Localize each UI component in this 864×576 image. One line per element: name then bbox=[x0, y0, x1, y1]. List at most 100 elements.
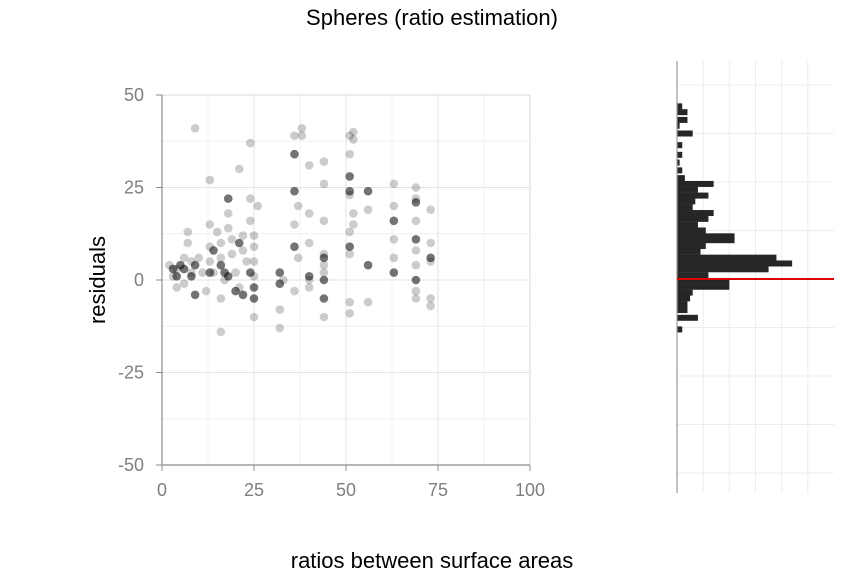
data-point bbox=[238, 246, 248, 255]
data-point bbox=[205, 257, 215, 266]
data-point bbox=[345, 309, 354, 318]
data-point bbox=[246, 138, 255, 148]
data-point bbox=[242, 257, 251, 266]
data-point bbox=[183, 227, 193, 237]
data-point bbox=[290, 131, 299, 140]
data-point bbox=[234, 238, 244, 248]
data-point bbox=[194, 253, 204, 263]
data-point bbox=[275, 268, 285, 277]
data-point bbox=[246, 194, 255, 203]
hist-bar bbox=[677, 198, 696, 205]
hist-bar bbox=[677, 233, 735, 240]
y-tick-label: 0 bbox=[134, 270, 144, 290]
data-point bbox=[290, 242, 299, 251]
data-point bbox=[345, 149, 354, 159]
y-tick-label: -25 bbox=[118, 363, 144, 383]
hist-bar bbox=[677, 109, 688, 116]
data-point bbox=[345, 242, 354, 251]
data-point bbox=[349, 209, 358, 218]
x-tick-label: 100 bbox=[515, 480, 545, 500]
histogram-bars bbox=[677, 103, 793, 333]
hist-bar bbox=[677, 266, 769, 273]
hist-bar bbox=[677, 116, 688, 123]
y-tick-label: 50 bbox=[124, 85, 144, 105]
data-point bbox=[363, 186, 373, 196]
hist-bar bbox=[677, 142, 683, 149]
data-point bbox=[190, 124, 200, 133]
data-point bbox=[426, 253, 435, 263]
hist-bar bbox=[677, 192, 709, 199]
data-point bbox=[249, 294, 259, 303]
data-point bbox=[426, 294, 435, 303]
data-point bbox=[290, 186, 299, 196]
data-point bbox=[319, 216, 329, 226]
data-point bbox=[290, 149, 299, 159]
data-point bbox=[426, 301, 435, 311]
y-tick-label: 25 bbox=[124, 178, 144, 198]
data-point bbox=[205, 175, 215, 185]
scatter-tick-labels: -50 -25 0 25 50 0 25 50 75 100 bbox=[118, 85, 545, 500]
data-point bbox=[290, 286, 299, 296]
data-point bbox=[297, 131, 307, 140]
data-point bbox=[209, 246, 218, 255]
data-point bbox=[216, 238, 226, 248]
chart-title: Spheres (ratio estimation) bbox=[306, 5, 558, 30]
scatter-axes bbox=[156, 94, 531, 471]
data-point bbox=[187, 272, 196, 281]
hist-bar bbox=[677, 277, 730, 284]
y-tick-label: -50 bbox=[118, 455, 144, 475]
data-point bbox=[304, 283, 314, 292]
data-point bbox=[246, 268, 255, 277]
data-point bbox=[297, 124, 307, 133]
data-point bbox=[231, 268, 240, 277]
data-point bbox=[411, 216, 421, 226]
data-point bbox=[363, 205, 373, 214]
data-point bbox=[345, 249, 354, 259]
data-point bbox=[389, 216, 399, 226]
residual-histogram bbox=[676, 61, 834, 493]
data-point bbox=[345, 186, 354, 196]
hist-bar bbox=[677, 295, 691, 302]
data-point bbox=[345, 131, 354, 140]
data-point bbox=[253, 201, 262, 211]
data-point bbox=[238, 231, 248, 240]
data-point bbox=[319, 275, 329, 285]
hist-bar bbox=[677, 272, 709, 279]
hist-bar bbox=[677, 130, 693, 137]
hist-bar bbox=[677, 167, 683, 174]
scatter-grid bbox=[162, 94, 531, 465]
data-point bbox=[216, 260, 226, 270]
hist-bar bbox=[677, 204, 693, 211]
data-point bbox=[172, 283, 182, 292]
hist-bar bbox=[677, 221, 698, 228]
x-axis-label: ratios between surface areas bbox=[291, 548, 574, 573]
data-point bbox=[319, 260, 329, 270]
data-point bbox=[168, 264, 178, 274]
data-point bbox=[238, 290, 248, 300]
data-point bbox=[304, 272, 314, 281]
data-point bbox=[304, 161, 314, 170]
data-point bbox=[349, 220, 358, 229]
data-point bbox=[249, 283, 259, 292]
data-point bbox=[304, 209, 314, 218]
data-point bbox=[249, 231, 259, 240]
data-point bbox=[389, 179, 399, 189]
hist-bar bbox=[677, 159, 680, 166]
hist-bar bbox=[677, 151, 683, 158]
data-point bbox=[319, 157, 329, 166]
scatter-points bbox=[165, 124, 435, 337]
hist-bar bbox=[677, 186, 698, 193]
data-point bbox=[205, 220, 215, 229]
hist-bar bbox=[677, 301, 688, 308]
data-point bbox=[246, 216, 255, 226]
data-point bbox=[234, 164, 244, 174]
data-point bbox=[411, 260, 421, 270]
data-point bbox=[216, 327, 226, 337]
hist-bar bbox=[677, 175, 685, 182]
data-point bbox=[216, 294, 226, 303]
data-point bbox=[426, 238, 435, 248]
hist-bar bbox=[677, 289, 693, 296]
data-point bbox=[212, 227, 222, 237]
data-point bbox=[319, 253, 329, 263]
